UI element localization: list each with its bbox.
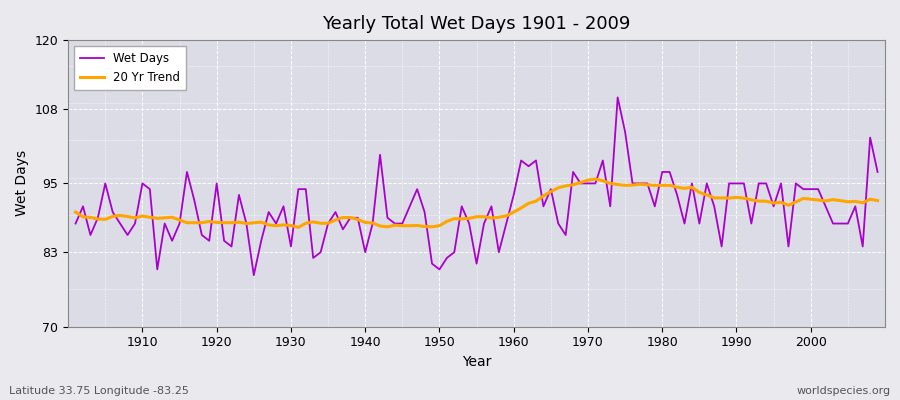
Line: Wet Days: Wet Days — [76, 98, 878, 275]
Wet Days — [248, 273, 259, 278]
Line: 20 Yr Trend: 20 Yr Trend — [76, 179, 878, 227]
Wet Days — [516, 158, 526, 163]
Title: Yearly Total Wet Days 1901 - 2009: Yearly Total Wet Days 1901 - 2009 — [322, 15, 631, 33]
20 Yr Trend — [293, 225, 304, 230]
Text: Latitude 33.75 Longitude -83.25: Latitude 33.75 Longitude -83.25 — [9, 386, 189, 396]
20 Yr Trend — [590, 177, 601, 182]
Text: worldspecies.org: worldspecies.org — [796, 386, 891, 396]
Wet Days — [605, 204, 616, 209]
20 Yr Trend — [516, 206, 526, 210]
Wet Days — [508, 192, 519, 197]
X-axis label: Year: Year — [462, 355, 491, 369]
20 Yr Trend — [872, 198, 883, 203]
Wet Days — [301, 187, 311, 192]
20 Yr Trend — [612, 182, 623, 187]
20 Yr Trend — [301, 221, 311, 226]
Legend: Wet Days, 20 Yr Trend: Wet Days, 20 Yr Trend — [74, 46, 186, 90]
20 Yr Trend — [508, 210, 519, 214]
20 Yr Trend — [130, 216, 140, 220]
Wet Days — [345, 216, 356, 220]
Wet Days — [130, 221, 140, 226]
Wet Days — [872, 170, 883, 174]
20 Yr Trend — [345, 215, 356, 220]
Wet Days — [612, 95, 623, 100]
Wet Days — [70, 221, 81, 226]
20 Yr Trend — [70, 210, 81, 214]
Y-axis label: Wet Days: Wet Days — [15, 150, 29, 216]
